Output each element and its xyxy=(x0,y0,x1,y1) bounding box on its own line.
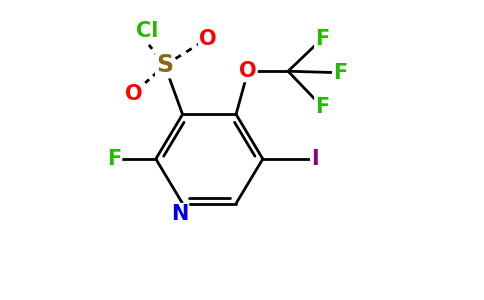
Text: F: F xyxy=(315,97,330,117)
Text: S: S xyxy=(156,53,173,77)
Text: N: N xyxy=(171,204,188,224)
Text: F: F xyxy=(333,63,347,83)
Text: F: F xyxy=(315,28,330,49)
Text: O: O xyxy=(239,61,257,81)
Text: O: O xyxy=(125,83,142,103)
Text: Cl: Cl xyxy=(136,21,158,41)
Text: F: F xyxy=(107,149,121,169)
Text: O: O xyxy=(199,28,217,49)
Text: I: I xyxy=(311,149,318,169)
